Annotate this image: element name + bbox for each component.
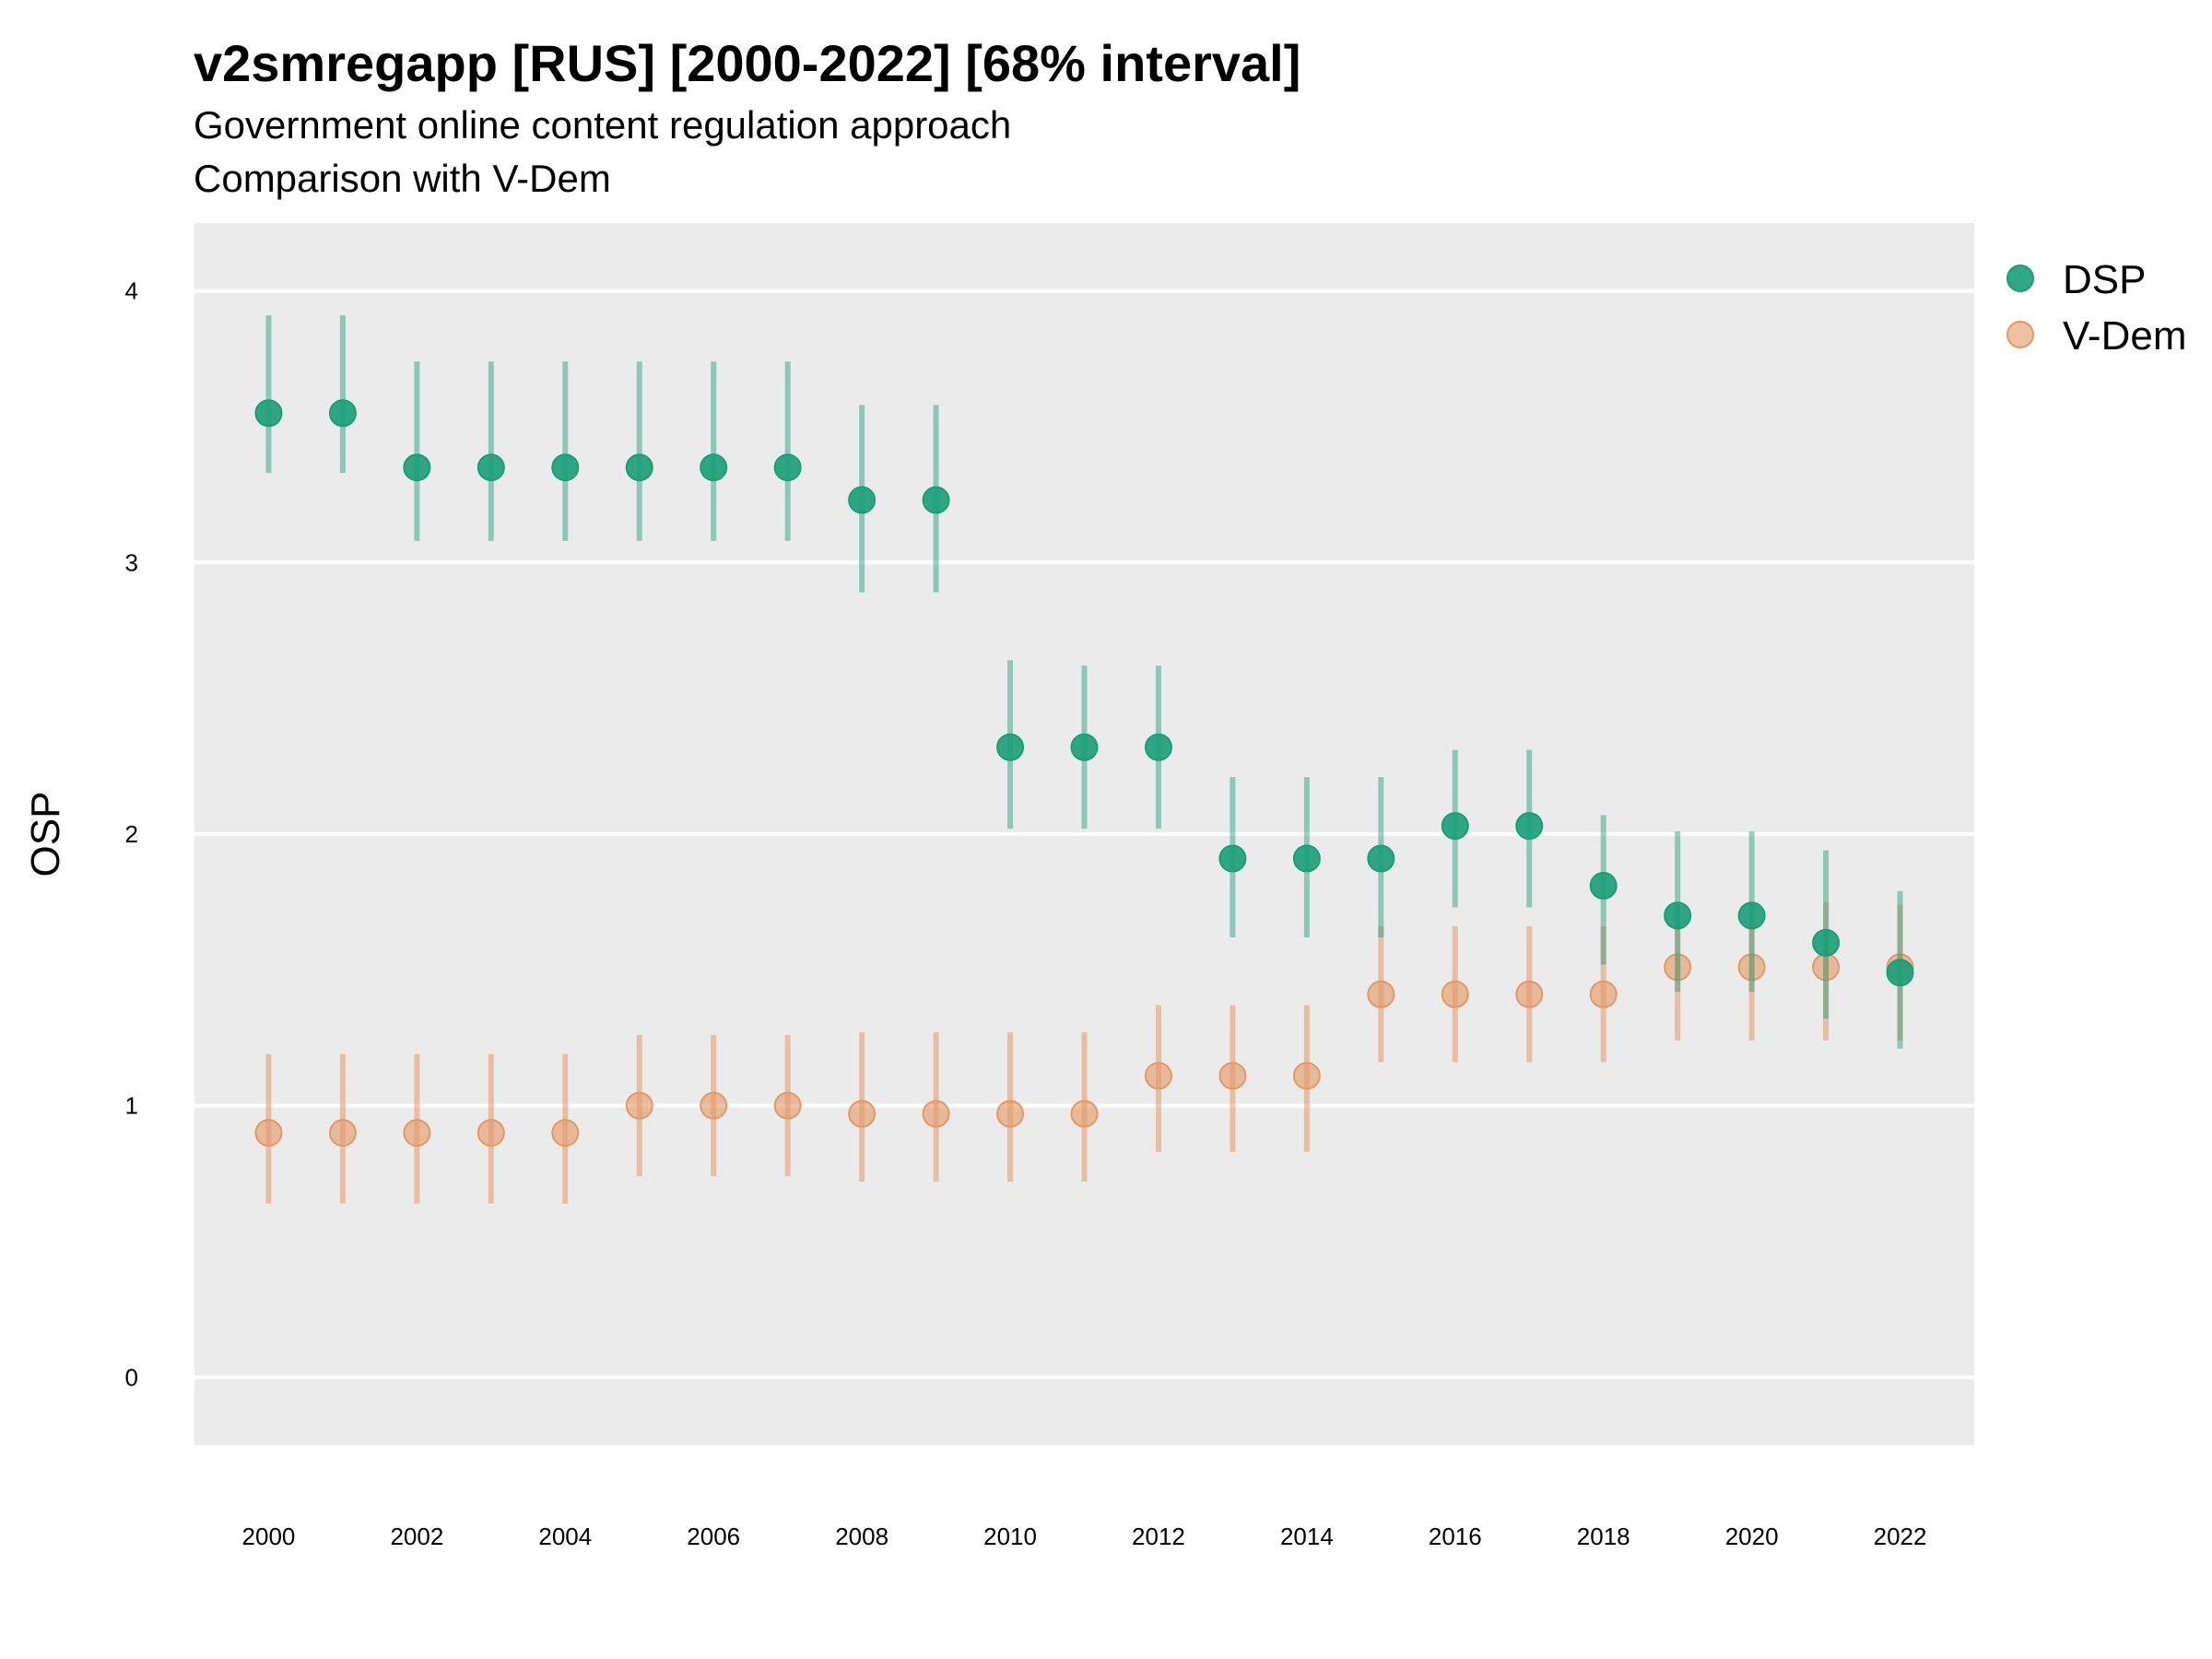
data-point — [922, 1100, 950, 1128]
data-point — [1144, 1062, 1172, 1090]
chart-subtitle-comparison: Comparison with V-Dem — [194, 157, 611, 200]
data-point — [1812, 928, 1841, 957]
y-tick-label: 0 — [125, 1363, 138, 1391]
data-point — [1589, 980, 1618, 1008]
data-point — [254, 1119, 283, 1147]
data-point — [403, 453, 431, 482]
data-point — [1441, 812, 1469, 841]
data-point — [1737, 953, 1766, 982]
data-point — [1515, 980, 1544, 1008]
data-point — [848, 1100, 877, 1128]
x-tick-label: 2012 — [1132, 1523, 1185, 1550]
x-axis-ticks: 2000 2002 2004 2006 2008 2010 2012 2014 2016 2018… — [242, 1523, 1927, 1550]
legend-key — [2006, 321, 2034, 348]
data-point — [625, 453, 653, 482]
x-tick-label: 2022 — [1874, 1523, 1927, 1550]
data-point — [996, 1100, 1025, 1128]
y-axis-ticks: 0 1 2 3 4 — [125, 277, 138, 1392]
data-point — [1515, 812, 1544, 841]
x-tick-label: 2010 — [983, 1523, 1037, 1550]
data-point — [1070, 1100, 1099, 1128]
data-point — [1218, 844, 1247, 873]
data-point — [700, 1091, 728, 1120]
chart-subtitle: Government online content regulation app… — [194, 103, 1012, 147]
y-tick-label: 1 — [125, 1092, 138, 1120]
legend: DSP V-Dem — [2006, 257, 2186, 359]
x-tick-label: 2002 — [390, 1523, 443, 1550]
x-tick-label: 2016 — [1429, 1523, 1482, 1550]
data-point — [625, 1091, 653, 1120]
y-tick-label: 2 — [125, 820, 138, 848]
data-point — [1292, 1062, 1321, 1090]
x-tick-label: 2018 — [1577, 1523, 1630, 1550]
series-dsp — [254, 315, 1914, 1049]
data-point — [922, 486, 950, 514]
data-point — [1070, 733, 1099, 761]
data-point — [477, 453, 505, 482]
data-point — [1664, 901, 1692, 930]
data-point — [328, 399, 357, 428]
data-point — [1737, 901, 1766, 930]
data-point — [1886, 959, 1914, 987]
data-point — [848, 486, 877, 514]
data-point — [1292, 844, 1321, 873]
y-axis-title: OSP — [23, 792, 68, 877]
data-point — [1441, 980, 1469, 1008]
data-point — [328, 1119, 357, 1147]
data-point — [1589, 871, 1618, 900]
data-point — [1218, 1062, 1247, 1090]
legend-label: V-Dem — [2063, 313, 2186, 359]
data-point — [773, 1091, 802, 1120]
x-tick-label: 2000 — [242, 1523, 296, 1550]
data-point — [700, 453, 728, 482]
x-tick-label: 2014 — [1280, 1523, 1334, 1550]
x-tick-label: 2008 — [835, 1523, 888, 1550]
y-tick-label: 4 — [125, 277, 138, 305]
data-series — [254, 315, 1914, 1204]
data-point — [477, 1119, 505, 1147]
data-point — [1367, 844, 1395, 873]
x-tick-label: 2006 — [687, 1523, 740, 1550]
data-point — [551, 1119, 580, 1147]
data-point — [996, 733, 1025, 761]
x-tick-label: 2020 — [1725, 1523, 1779, 1550]
y-tick-label: 3 — [125, 548, 138, 576]
data-point — [1144, 733, 1172, 761]
legend-key — [2006, 265, 2034, 292]
data-point — [773, 453, 802, 482]
data-point — [1664, 953, 1692, 982]
chart-title: v2smregapp [RUS] [2000-2022] [68% interv… — [194, 34, 1301, 92]
data-point — [403, 1119, 431, 1147]
data-point — [254, 399, 283, 428]
x-tick-label: 2004 — [538, 1523, 592, 1550]
legend-label: DSP — [2063, 257, 2146, 302]
data-point — [551, 453, 580, 482]
data-point — [1367, 980, 1395, 1008]
